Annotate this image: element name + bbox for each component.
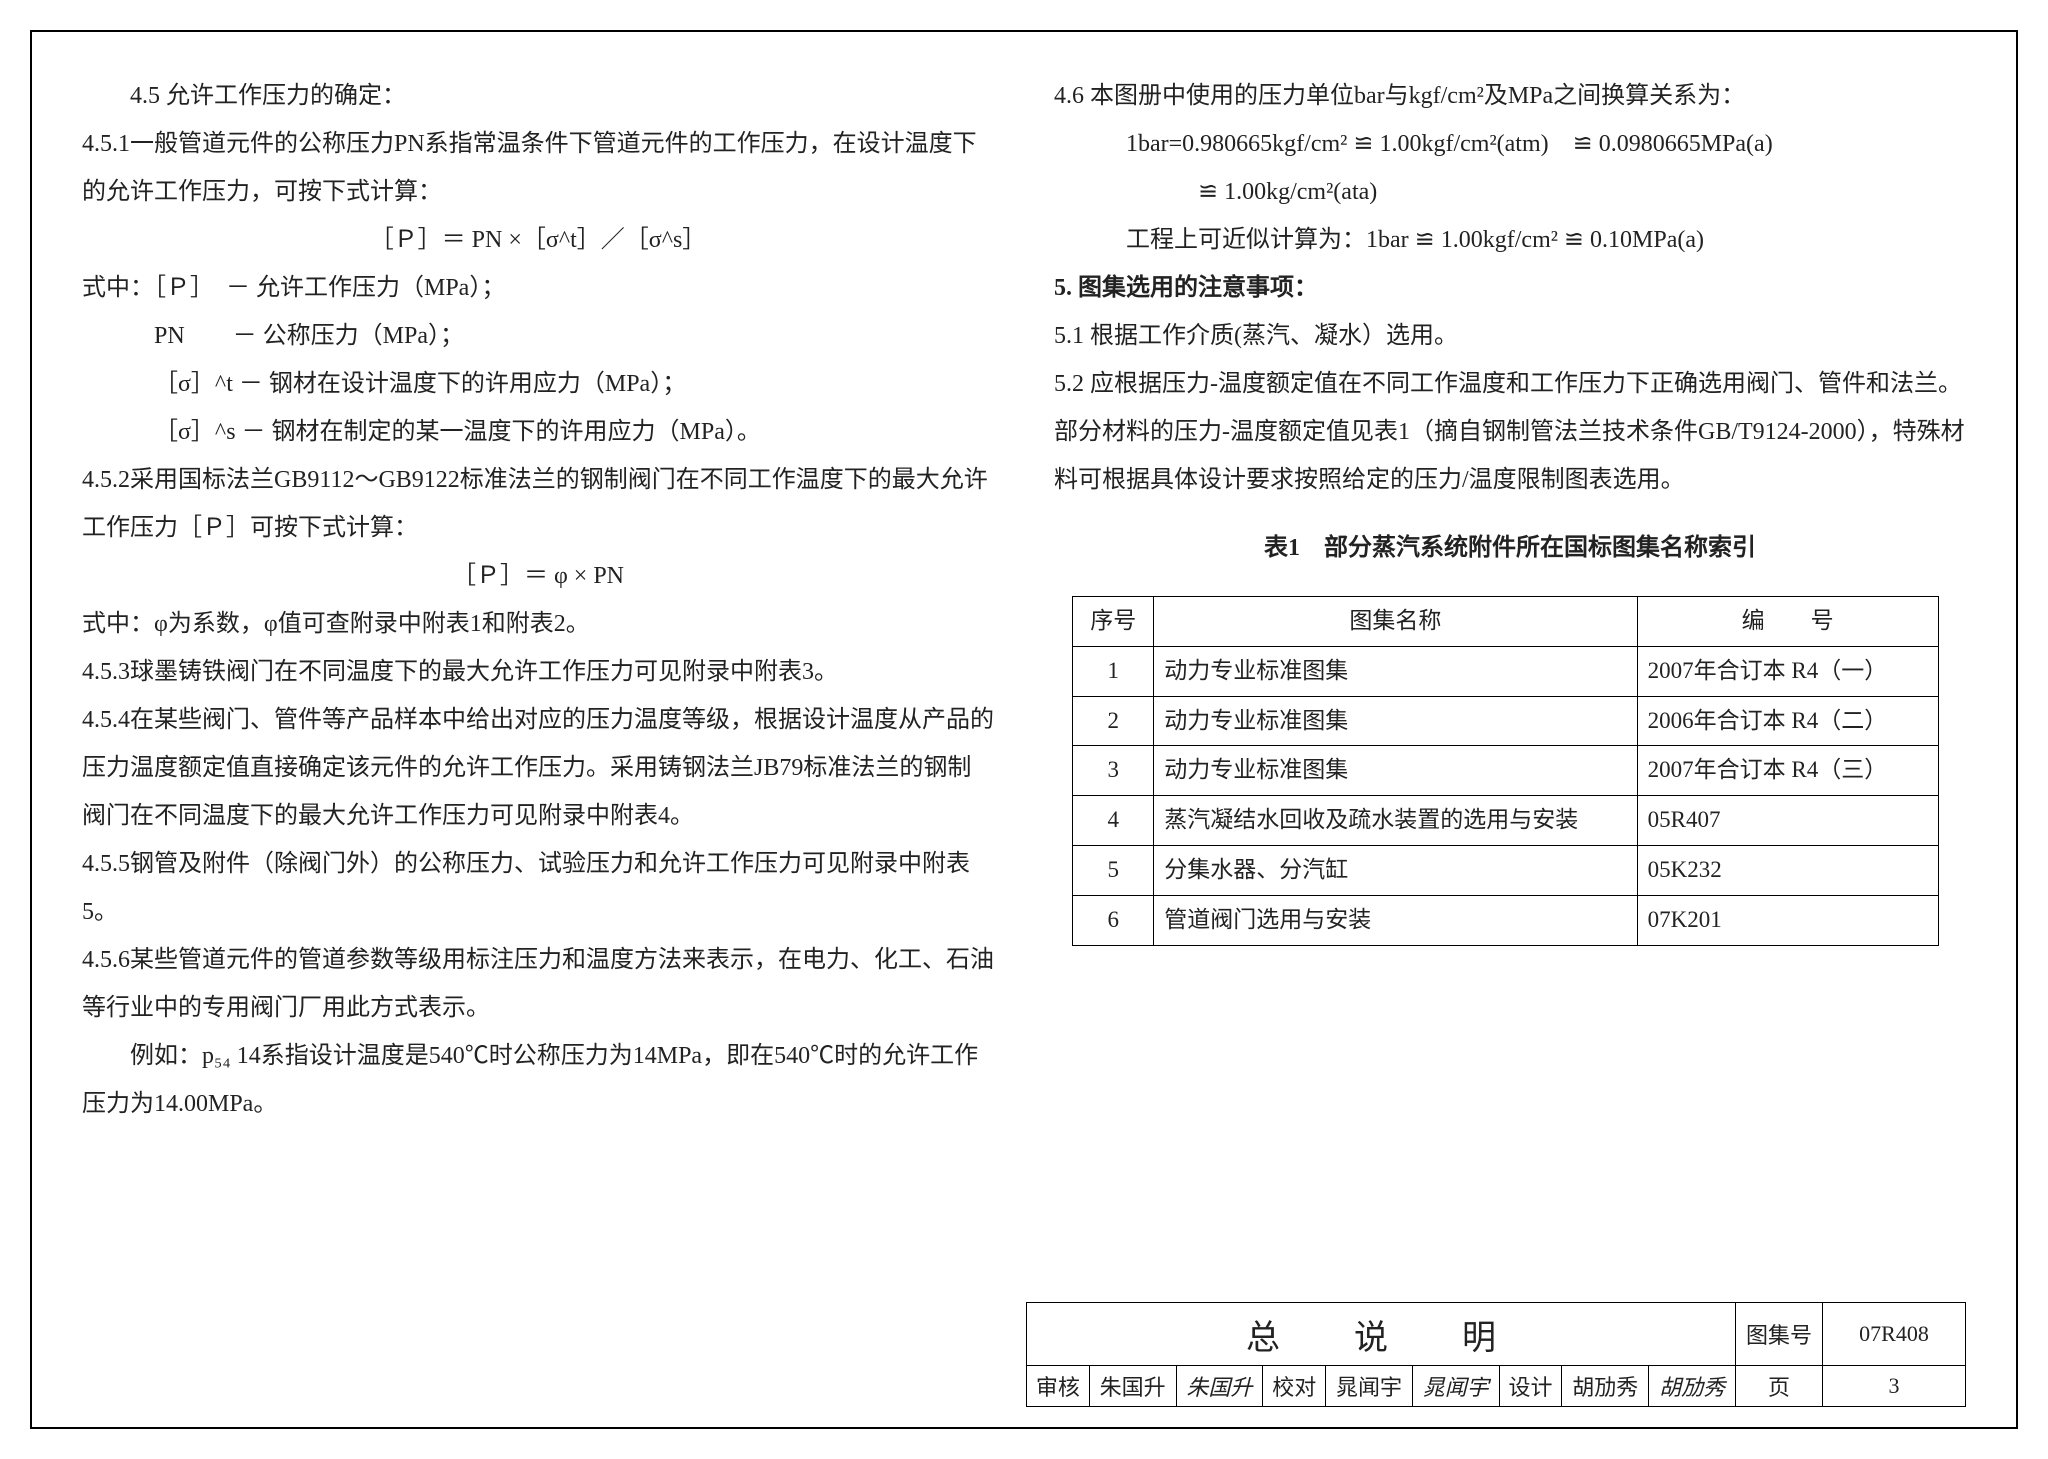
cell-code: 05K232 [1637,845,1938,895]
para-4-6c: 工程上可近似计算为：1bar ≌ 1.00kgf/cm² ≌ 0.10MPa(a… [1054,216,1966,264]
para-5-1: 5.1 根据工作介质(蒸汽、凝水）选用。 [1054,312,1966,360]
sheet-title: 总 说 明 [1027,1303,1736,1366]
para-4-6: 4.6 本图册中使用的压力单位bar与kgf/cm²及MPa之间换算关系为： [1054,72,1966,120]
title-block: 总 说 明 图集号 07R408 审核 朱国升 朱国升 校对 晁闻宇 晁闻宇 设… [1026,1302,1966,1407]
table-row: 3动力专业标准图集2007年合订本 R4（三） [1073,746,1938,796]
cell-seq: 3 [1073,746,1154,796]
cell-seq: 4 [1073,796,1154,846]
para-4-5-4: 4.5.4在某些阀门、管件等产品样本中给出对应的压力温度等级，根据设计温度从产品… [82,696,994,840]
def-sigma-s: ［σ］^s － 钢材在制定的某一温度下的许用应力（MPa）。 [82,408,994,456]
cell-code: 05R407 [1637,796,1938,846]
para-5-2: 5.2 应根据压力-温度额定值在不同工作温度和工作压力下正确选用阀门、管件和法兰… [1054,360,1966,504]
cell-code: 2006年合订本 R4（二） [1637,696,1938,746]
para-4-5-1: 4.5.1一般管道元件的公称压力PN系指常温条件下管道元件的工作压力，在设计温度… [82,120,994,216]
reviewer-name: 朱国升 [1089,1366,1176,1407]
table-row: 1动力专业标准图集2007年合订本 R4（一） [1073,646,1938,696]
code-label: 图集号 [1736,1303,1823,1366]
def-sigma-t: ［σ］^t － 钢材在设计温度下的许用应力（MPa）； [82,360,994,408]
para-4-6a: 1bar=0.980665kgf/cm² ≌ 1.00kgf/cm²(atm) … [1054,120,1966,168]
table1-header-row: 序号 图集名称 编 号 [1073,597,1938,647]
right-column: 4.6 本图册中使用的压力单位bar与kgf/cm²及MPa之间换算关系为： 1… [1054,72,1966,1272]
page-frame: 4.5 允许工作压力的确定： 4.5.1一般管道元件的公称压力PN系指常温条件下… [30,30,2018,1429]
left-column: 4.5 允许工作压力的确定： 4.5.1一般管道元件的公称压力PN系指常温条件下… [82,72,994,1272]
cell-code: 07K201 [1637,895,1938,945]
table1: 序号 图集名称 编 号 1动力专业标准图集2007年合订本 R4（一）2动力专业… [1072,596,1938,946]
cell-name: 动力专业标准图集 [1154,746,1637,796]
para-4-5-3: 4.5.3球墨铸铁阀门在不同温度下的最大允许工作压力可见附录中附表3。 [82,648,994,696]
table-row: 2动力专业标准图集2006年合订本 R4（二） [1073,696,1938,746]
para-4-6b: ≌ 1.00kg/cm²(ata) [1054,168,1966,216]
cell-name: 蒸汽凝结水回收及疏水装置的选用与安装 [1154,796,1637,846]
cell-seq: 1 [1073,646,1154,696]
table-row: 4蒸汽凝结水回收及疏水装置的选用与安装05R407 [1073,796,1938,846]
cell-name: 管道阀门选用与安装 [1154,895,1637,945]
para-4-5-6: 4.5.6某些管道元件的管道参数等级用标注压力和温度方法来表示，在电力、化工、石… [82,936,994,1032]
def-P: 式中：［Ｐ］ － 允许工作压力（MPa）； [82,264,994,312]
table1-col-name: 图集名称 [1154,597,1637,647]
checker-name: 晁闻宇 [1326,1366,1413,1407]
heading-5: 5. 图集选用的注意事项： [1054,264,1966,312]
design-label: 设计 [1499,1366,1562,1407]
para-4-5-5: 4.5.5钢管及附件（除阀门外）的公称压力、试验压力和允许工作压力可见附录中附表… [82,840,994,936]
reviewer-signature: 朱国升 [1176,1366,1263,1407]
formula-1: ［Ｐ］＝ PN ×［σ^t］／［σ^s］ [82,216,994,264]
cell-seq: 5 [1073,845,1154,895]
table1-col-seq: 序号 [1073,597,1154,647]
heading-4-5: 4.5 允许工作压力的确定： [82,72,994,120]
two-column-body: 4.5 允许工作压力的确定： 4.5.1一般管道元件的公称压力PN系指常温条件下… [82,72,1966,1272]
def-PN: PN － 公称压力（MPa）； [82,312,994,360]
cell-name: 动力专业标准图集 [1154,646,1637,696]
review-label: 审核 [1027,1366,1090,1407]
designer-signature: 胡劢秀 [1649,1366,1736,1407]
drawing-code: 07R408 [1823,1303,1966,1366]
para-4-5-2b: 式中：φ为系数，φ值可查附录中附表1和附表2。 [82,600,994,648]
table-row: 5分集水器、分汽缸05K232 [1073,845,1938,895]
cell-code: 2007年合订本 R4（三） [1637,746,1938,796]
cell-seq: 6 [1073,895,1154,945]
cell-seq: 2 [1073,696,1154,746]
table-row: 6管道阀门选用与安装07K201 [1073,895,1938,945]
cell-name: 分集水器、分汽缸 [1154,845,1637,895]
table1-col-code: 编 号 [1637,597,1938,647]
page-number: 3 [1823,1366,1966,1407]
page-label: 页 [1736,1366,1823,1407]
checker-signature: 晁闻宇 [1412,1366,1499,1407]
para-4-5-2: 4.5.2采用国标法兰GB9112～GB9122标准法兰的钢制阀门在不同工作温度… [82,456,994,552]
formula-2: ［Ｐ］＝ φ × PN [82,552,994,600]
designer-name: 胡劢秀 [1562,1366,1649,1407]
table1-caption: 表1 部分蒸汽系统附件所在国标图集名称索引 [1054,524,1966,572]
check-label: 校对 [1263,1366,1326,1407]
cell-code: 2007年合订本 R4（一） [1637,646,1938,696]
para-4-5-6-example: 例如：p₅₄ 14系指设计温度是540℃时公称压力为14MPa，即在540℃时的… [82,1032,994,1128]
cell-name: 动力专业标准图集 [1154,696,1637,746]
